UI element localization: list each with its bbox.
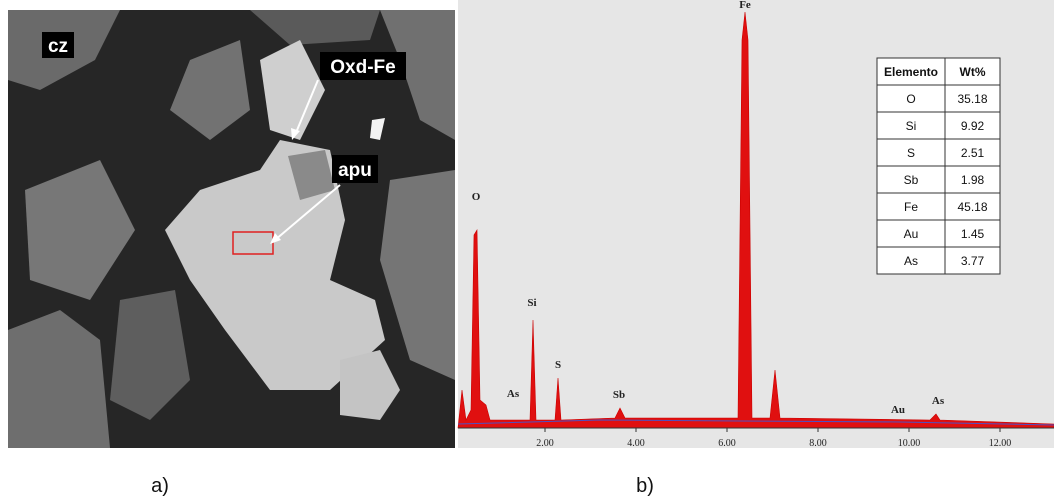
- table-cell: O: [906, 92, 915, 106]
- peak-label: O: [472, 191, 481, 203]
- peak-label: Au: [891, 404, 905, 416]
- peak-label: Sb: [613, 389, 625, 401]
- figure: cz Oxd-Fe apu a) O Si As S Sb Fe Au As 2.00 4.00 6…: [0, 0, 1054, 498]
- table-cell: S: [907, 146, 915, 160]
- table-header: Elemento: [884, 65, 938, 79]
- peak-label: As: [932, 395, 945, 407]
- table-cell: 3.77: [961, 254, 985, 268]
- x-tick-label: 6.00: [718, 438, 736, 449]
- peak-label: Si: [527, 297, 536, 309]
- x-tick-label: 12.00: [989, 438, 1012, 449]
- table-cell: 1.98: [961, 173, 985, 187]
- peak-label: As: [507, 388, 520, 400]
- x-tick-label: 8.00: [809, 438, 827, 449]
- peak-label: S: [555, 359, 561, 371]
- table-cell: Si: [906, 119, 917, 133]
- table-cell: As: [904, 254, 918, 268]
- x-tick-label: 2.00: [536, 438, 554, 449]
- sem-label: cz: [48, 36, 68, 57]
- table-cell: 1.45: [961, 227, 985, 241]
- caption: b): [636, 475, 654, 497]
- peak-label: Fe: [739, 0, 751, 11]
- x-tick-label: 4.00: [627, 438, 645, 449]
- sem-label: Oxd-Fe: [330, 57, 395, 78]
- table-cell: 2.51: [961, 146, 985, 160]
- table-cell: Au: [904, 227, 919, 241]
- sem-label: apu: [338, 160, 372, 181]
- table-cell: 9.92: [961, 119, 985, 133]
- table: Elemento Wt% O 35.18 Si 9.92 S 2.51 Sb 1.98 Fe 45.1…: [877, 58, 1000, 274]
- x-tick-label: 10.00: [898, 438, 921, 449]
- caption: a): [151, 475, 169, 497]
- table-header: Wt%: [960, 65, 986, 79]
- table-cell: 45.18: [957, 200, 987, 214]
- table-cell: Sb: [904, 173, 919, 187]
- table-cell: 35.18: [957, 92, 987, 106]
- table-cell: Fe: [904, 200, 918, 214]
